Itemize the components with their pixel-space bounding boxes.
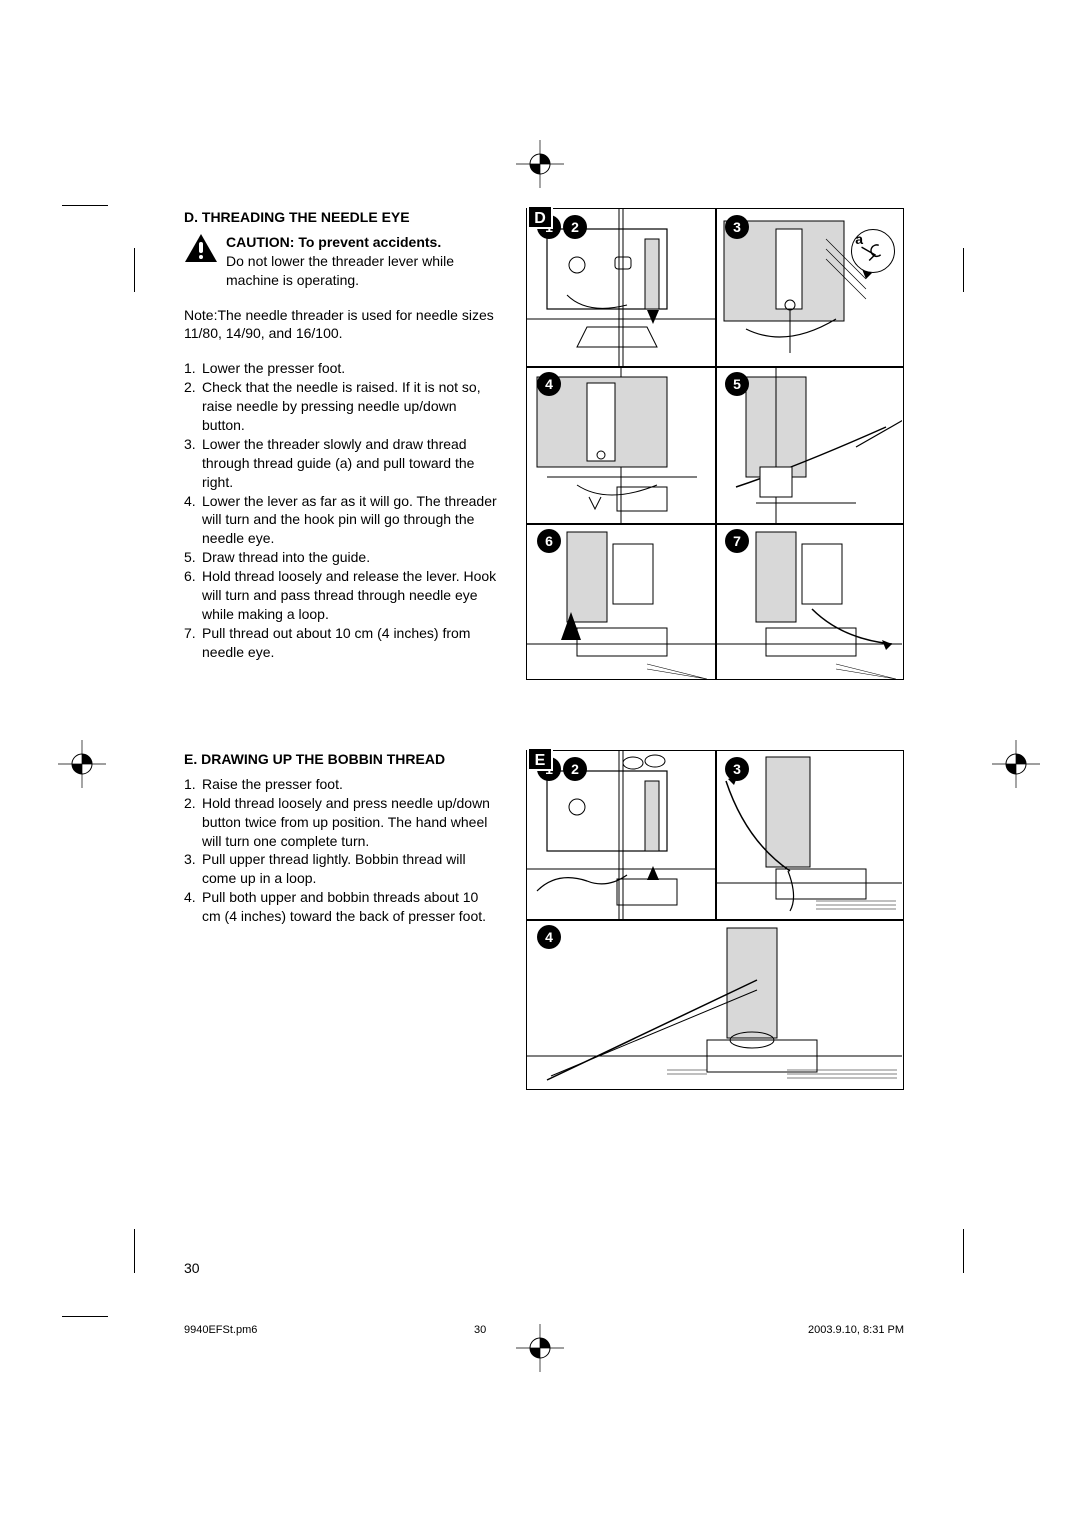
warning-icon [184,233,218,263]
caution-block: CAUTION: To prevent accidents. Do not lo… [184,233,500,290]
section-d-text: D. THREADING THE NEEDLE EYE CAUTION: To … [184,208,500,680]
section-e-steps: 1.Raise the presser foot. 2.Hold thread … [184,775,500,926]
footer-page: 30 [474,1324,486,1336]
panel-num-3: 3 [725,757,749,781]
crop-mark [134,1229,135,1273]
section-d-heading: D. THREADING THE NEEDLE EYE [184,208,500,227]
diagram-d: D 1 2 3 4 5 6 7 [526,208,904,680]
section-e: E. DRAWING UP THE BOBBIN THREAD 1.Raise … [184,750,904,1090]
panel-num-4: 4 [537,925,561,949]
registration-mark-icon [516,140,564,188]
section-e-diagram-col: E 1 2 3 4 [526,750,904,1090]
caution-body: Do not lower the threader lever while ma… [226,253,454,288]
section-d-steps: 1.Lower the presser foot. 2.Check that t… [184,359,500,661]
footer-timestamp: 2003.9.10, 8:31 PM [808,1324,904,1336]
panel-num-2: 2 [563,215,587,239]
section-e-text: E. DRAWING UP THE BOBBIN THREAD 1.Raise … [184,750,500,1090]
section-d: D. THREADING THE NEEDLE EYE CAUTION: To … [184,208,904,680]
step-text: Lower the threader slowly and draw threa… [202,435,500,492]
panel-e-4 [527,920,902,1088]
crop-mark [963,248,964,292]
diagram-e: E 1 2 3 4 [526,750,904,1090]
footer-filename: 9940EFSt.pm6 [184,1324,257,1336]
caution-text: CAUTION: To prevent accidents. Do not lo… [226,233,500,290]
step-text: Check that the needle is raised. If it i… [202,378,500,435]
step-text: Lower the lever as far as it will go. Th… [202,492,500,549]
threader-note: Note:The needle threader is used for nee… [184,306,500,344]
diagram-d-label: D [527,205,553,229]
section-d-diagram-col: D 1 2 3 4 5 6 7 [526,208,904,680]
page-content: D. THREADING THE NEEDLE EYE CAUTION: To … [184,208,904,1090]
crop-mark [62,205,108,206]
crop-mark [963,1229,964,1273]
section-e-heading: E. DRAWING UP THE BOBBIN THREAD [184,750,500,769]
step-text: Pull thread out about 10 cm (4 inches) f… [202,624,500,662]
step-text: Pull both upper and bobbin threads about… [202,888,500,926]
step-text: Raise the presser foot. [202,775,500,794]
registration-mark-icon [58,740,106,788]
panel-num-5: 5 [725,372,749,396]
panel-num-6: 6 [537,529,561,553]
step-text: Draw thread into the guide. [202,548,500,567]
registration-mark-icon [992,740,1040,788]
panel-num-7: 7 [725,529,749,553]
step-text: Hold thread loosely and release the leve… [202,567,500,624]
panel-num-2: 2 [563,757,587,781]
diagram-e-label: E [527,747,553,771]
page-number: 30 [184,1260,200,1276]
step-text: Hold thread loosely and press needle up/… [202,794,500,851]
step-text: Lower the presser foot. [202,359,500,378]
page-footer: 9940EFSt.pm6 30 2003.9.10, 8:31 PM [184,1324,904,1336]
step-text: Pull upper thread lightly. Bobbin thread… [202,850,500,888]
crop-mark [62,1316,108,1317]
crop-mark [134,248,135,292]
panel-num-3: 3 [725,215,749,239]
inset-a-label: a [855,231,863,247]
caution-title: CAUTION: To prevent accidents. [226,234,441,250]
manual-page: D. THREADING THE NEEDLE EYE CAUTION: To … [0,0,1080,1528]
panel-num-4: 4 [537,372,561,396]
